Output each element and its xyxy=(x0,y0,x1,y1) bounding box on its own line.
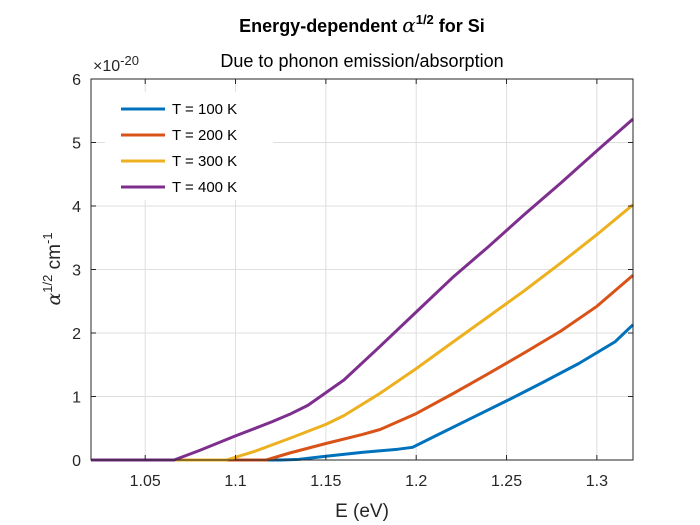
legend: T = 100 K T = 200 K T = 300 K T = 400 K xyxy=(105,92,273,200)
tick-labels: 1.05 1.1 1.15 1.2 1.25 1.3 0 1 2 3 4 5 6 xyxy=(72,72,608,490)
legend-label: T = 300 K xyxy=(172,153,237,170)
x-tick-label: 1.05 xyxy=(130,473,161,490)
x-tick-label: 1.3 xyxy=(586,473,608,490)
x-axis-label: E (eV) xyxy=(335,501,389,522)
y-label-unit: cm xyxy=(44,244,65,275)
y-tick-label: 0 xyxy=(72,453,81,470)
legend-label: T = 100 K xyxy=(172,101,237,118)
y-axis-label: α1/2 cm-1 xyxy=(40,232,65,305)
y-exponent-base: ×10 xyxy=(93,58,120,75)
y-tick-label: 6 xyxy=(72,72,81,89)
x-tick-label: 1.15 xyxy=(310,473,341,490)
title-symbol: α xyxy=(402,13,416,37)
y-tick-label: 3 xyxy=(72,263,81,280)
title-prefix: Energy-dependent xyxy=(239,16,402,36)
chart-subtitle: Due to phonon emission/absorption xyxy=(220,51,503,71)
series-line xyxy=(91,203,634,462)
y-axis-exponent: ×10-20 xyxy=(93,53,139,75)
legend-label: T = 400 K xyxy=(172,179,237,196)
y-exponent-power: -20 xyxy=(120,53,139,68)
y-label-unit-exponent: -1 xyxy=(40,232,55,244)
series-line xyxy=(91,117,634,462)
x-tick-label: 1.25 xyxy=(491,473,522,490)
x-tick-label: 1.1 xyxy=(224,473,246,490)
y-label-exponent: 1/2 xyxy=(40,275,55,293)
y-tick-label: 4 xyxy=(72,199,81,216)
title-exponent: 1/2 xyxy=(416,12,434,27)
series-line xyxy=(91,323,635,462)
title-suffix: for Si xyxy=(434,16,485,36)
x-tick-label: 1.2 xyxy=(405,473,427,490)
y-tick-label: 1 xyxy=(72,390,81,407)
legend-label: T = 200 K xyxy=(172,127,237,144)
series-line xyxy=(91,274,634,462)
y-tick-label: 2 xyxy=(72,326,81,343)
y-label-symbol: α xyxy=(43,293,65,306)
series-layer xyxy=(91,117,635,462)
y-tick-label: 5 xyxy=(72,136,81,153)
tick-marks xyxy=(91,78,633,461)
chart-title: Energy-dependent α1/2 for Si xyxy=(239,12,485,37)
